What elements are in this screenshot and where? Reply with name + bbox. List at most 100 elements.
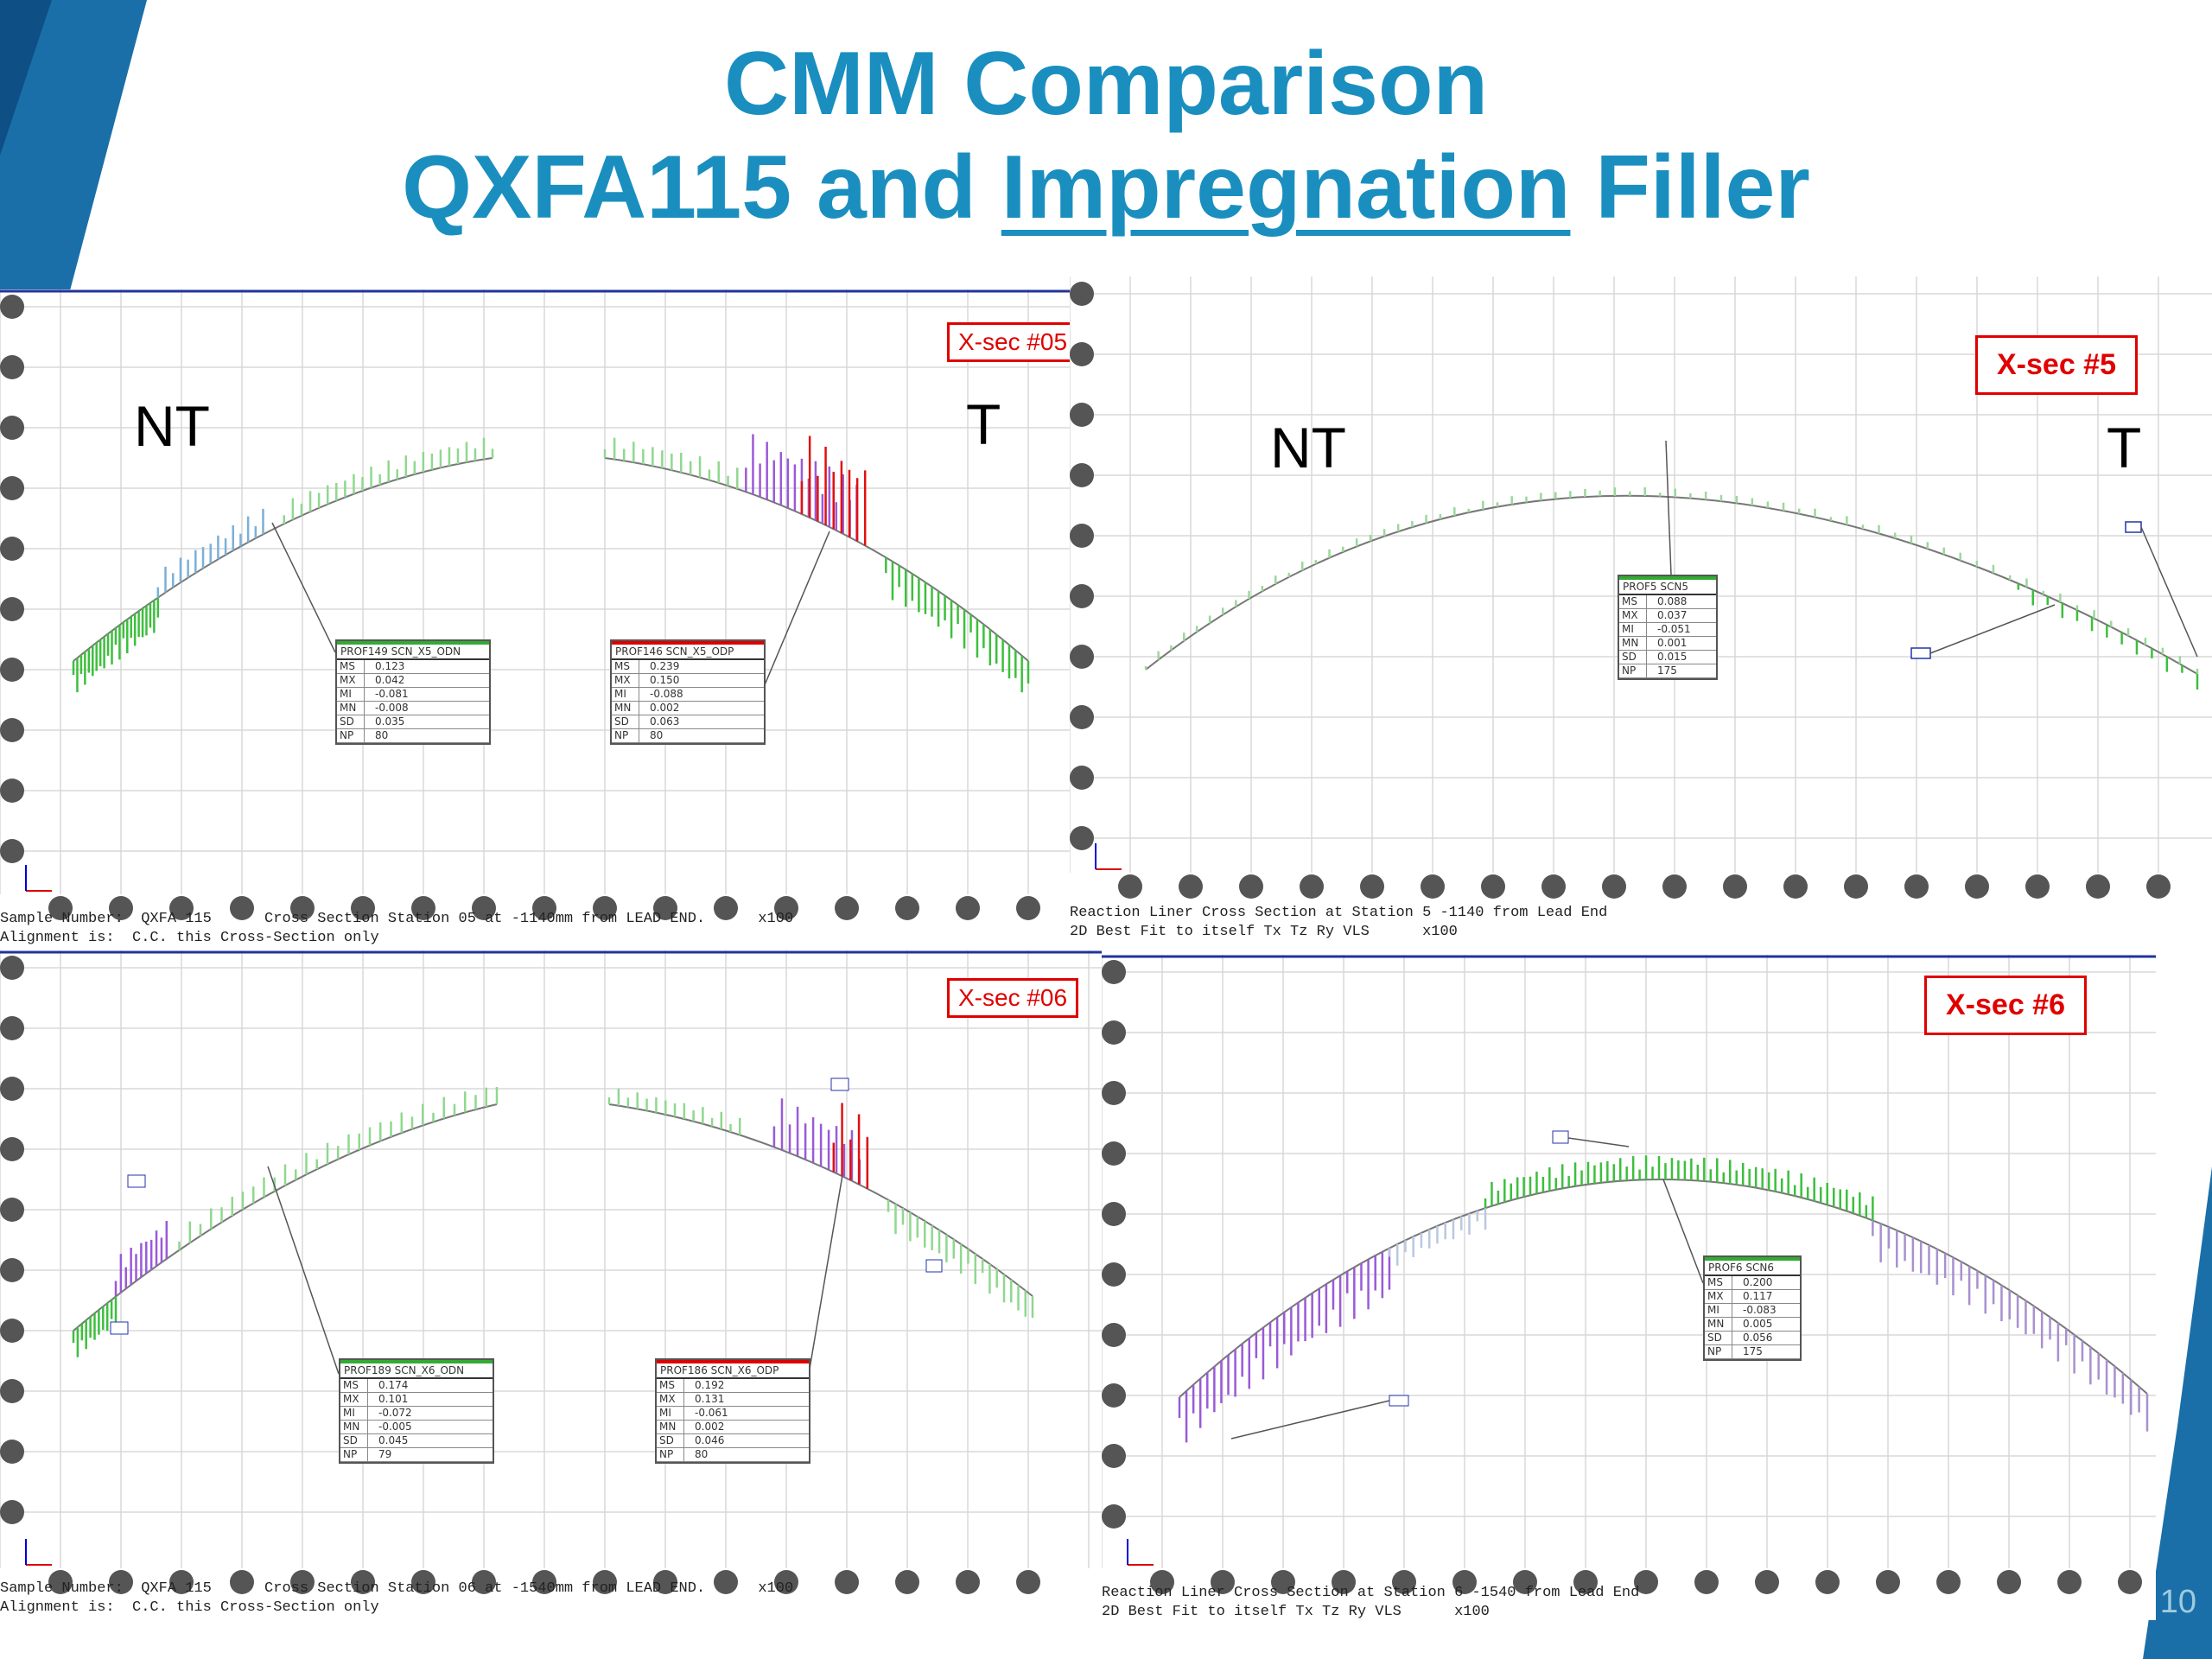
stats-value: -0.008 [375, 702, 409, 714]
marker-tag [1552, 1130, 1569, 1144]
stats-key: MS [612, 660, 639, 673]
axis-marker [0, 658, 24, 682]
stats-header: PROF189 SCN_X6_ODN [340, 1360, 493, 1379]
caption: Reaction Liner Cross Section at Station … [1070, 905, 1608, 940]
xsec-label: X-sec #6 [1924, 976, 2087, 1035]
axis-marker [1102, 1444, 1126, 1468]
stats-key: MI [612, 688, 639, 701]
axis-marker [290, 896, 315, 920]
axis-marker [0, 1016, 24, 1040]
axis-marker [0, 416, 24, 440]
marker-tag [110, 1321, 129, 1335]
axis-marker [0, 1319, 24, 1343]
stats-row: SD 0.045 [340, 1434, 493, 1448]
axis-marker [1755, 1570, 1779, 1594]
axis-marker [774, 1570, 798, 1594]
axis-marker [1965, 874, 1989, 899]
axis-marker [1070, 342, 1094, 366]
axis-marker [895, 896, 919, 920]
xsec-label: X-sec #5 [1975, 335, 2138, 395]
axis-marker [1102, 1323, 1126, 1347]
axis-marker [1016, 896, 1040, 920]
axis-marker [1102, 1383, 1126, 1408]
stats-value: -0.083 [1743, 1304, 1777, 1316]
xsec-label: X-sec #05 [947, 322, 1070, 362]
axis-marker [1150, 1570, 1174, 1594]
axis-marker [1070, 705, 1094, 729]
axis-marker [1070, 826, 1094, 850]
axis-marker [0, 956, 24, 980]
stats-row: MN 0.005 [1705, 1318, 1800, 1332]
stats-header: PROF186 SCN_X6_ODP [657, 1360, 809, 1379]
axis-marker [1602, 874, 1626, 899]
axis-marker [1070, 766, 1094, 790]
stats-key: MI [1705, 1304, 1732, 1317]
leader-line [267, 1166, 340, 1375]
stats-row: NP 175 [1619, 664, 1716, 678]
axis-marker [956, 896, 980, 920]
axis-marker [653, 896, 677, 920]
axis-marker [0, 295, 24, 319]
axis-marker [1239, 874, 1263, 899]
axis-marker [1102, 1081, 1126, 1105]
axis-marker [0, 597, 24, 621]
measurement-plot-05 [0, 289, 1070, 920]
leader-line [1567, 1137, 1630, 1147]
slide-title: CMM Comparison [724, 34, 1488, 134]
stats-header: PROF149 SCN_X5_ODN [337, 641, 489, 660]
stats-key: MI [337, 688, 365, 701]
axis-marker [230, 896, 254, 920]
stats-key: MX [1619, 609, 1647, 622]
stats-key: MN [657, 1421, 684, 1433]
measurement-plot-06 [0, 950, 1102, 1594]
stats-row: MX 0.117 [1705, 1290, 1800, 1304]
stats-row: MN -0.008 [337, 702, 489, 715]
stats-value: 0.056 [1743, 1332, 1773, 1344]
stats-row: MI -0.072 [340, 1407, 493, 1421]
axis-marker [0, 718, 24, 742]
axis-marker [1070, 645, 1094, 669]
nominal-profile [604, 457, 1029, 662]
stats-value: 175 [1743, 1345, 1763, 1357]
cross-section-panel-06: X-sec #06 PROF189 SCN_X6_ODN MS 0.174 MX 0.… [0, 950, 1102, 1620]
marker-tag [1910, 647, 1931, 659]
leader-line [2140, 526, 2198, 658]
axis-marker [1421, 874, 1445, 899]
cross-section-panel-6: X-sec #6 PROF6 SCN6 MS 0.200 MX 0.117 MI -0.0… [1102, 955, 2156, 1620]
stats-box-right: PROF186 SCN_X6_ODP MS 0.192 MX 0.131 MI -0.06… [655, 1358, 810, 1464]
stats-row: MI -0.088 [612, 688, 764, 702]
leader-line [763, 531, 830, 688]
axis-marker [0, 1137, 24, 1161]
stats-box: PROF5 SCN5 MS 0.088 MX 0.037 MI -0.051 MN 0.001… [1618, 575, 1718, 680]
axis-marker [774, 896, 798, 920]
stats-value: 0.131 [695, 1393, 725, 1405]
stats-key: SD [657, 1434, 684, 1447]
stats-box-left: PROF149 SCN_X5_ODN MS 0.123 MX 0.042 MI -0.08… [335, 639, 491, 745]
marker-tag [1389, 1395, 1409, 1407]
axis-marker [1102, 1262, 1126, 1287]
leader-line [1665, 440, 1672, 575]
slide-subtitle: QXFA115 and Impregnation Filler [402, 137, 1810, 238]
axis-marker [714, 896, 738, 920]
stats-key: SD [340, 1434, 368, 1447]
leader-line [1662, 1179, 1704, 1284]
cross-section-panel-05: X-sec #05 NT T PROF149 SCN_X5_ODN MS 0.12… [0, 289, 1070, 946]
stats-key: MX [337, 674, 365, 687]
stats-value: 80 [695, 1448, 709, 1460]
axis-marker [1102, 1202, 1126, 1226]
stats-header: PROF5 SCN5 [1619, 576, 1716, 595]
axis-marker [1102, 1141, 1126, 1166]
stats-key: MN [340, 1421, 368, 1433]
leader-line [271, 522, 336, 653]
axis-marker [0, 1077, 24, 1101]
stats-row: SD 0.063 [612, 715, 764, 729]
stats-header: PROF146 SCN_X5_ODP [612, 641, 764, 660]
axis-marker [1936, 1570, 1961, 1594]
stats-row: MS 0.123 [337, 660, 489, 674]
stats-row: MS 0.088 [1619, 595, 1716, 609]
stats-key: MS [1705, 1276, 1732, 1289]
stats-row: MN 0.002 [657, 1421, 809, 1434]
axis-marker [169, 1570, 194, 1594]
stats-value: 80 [650, 729, 664, 741]
axis-marker [2146, 874, 2171, 899]
